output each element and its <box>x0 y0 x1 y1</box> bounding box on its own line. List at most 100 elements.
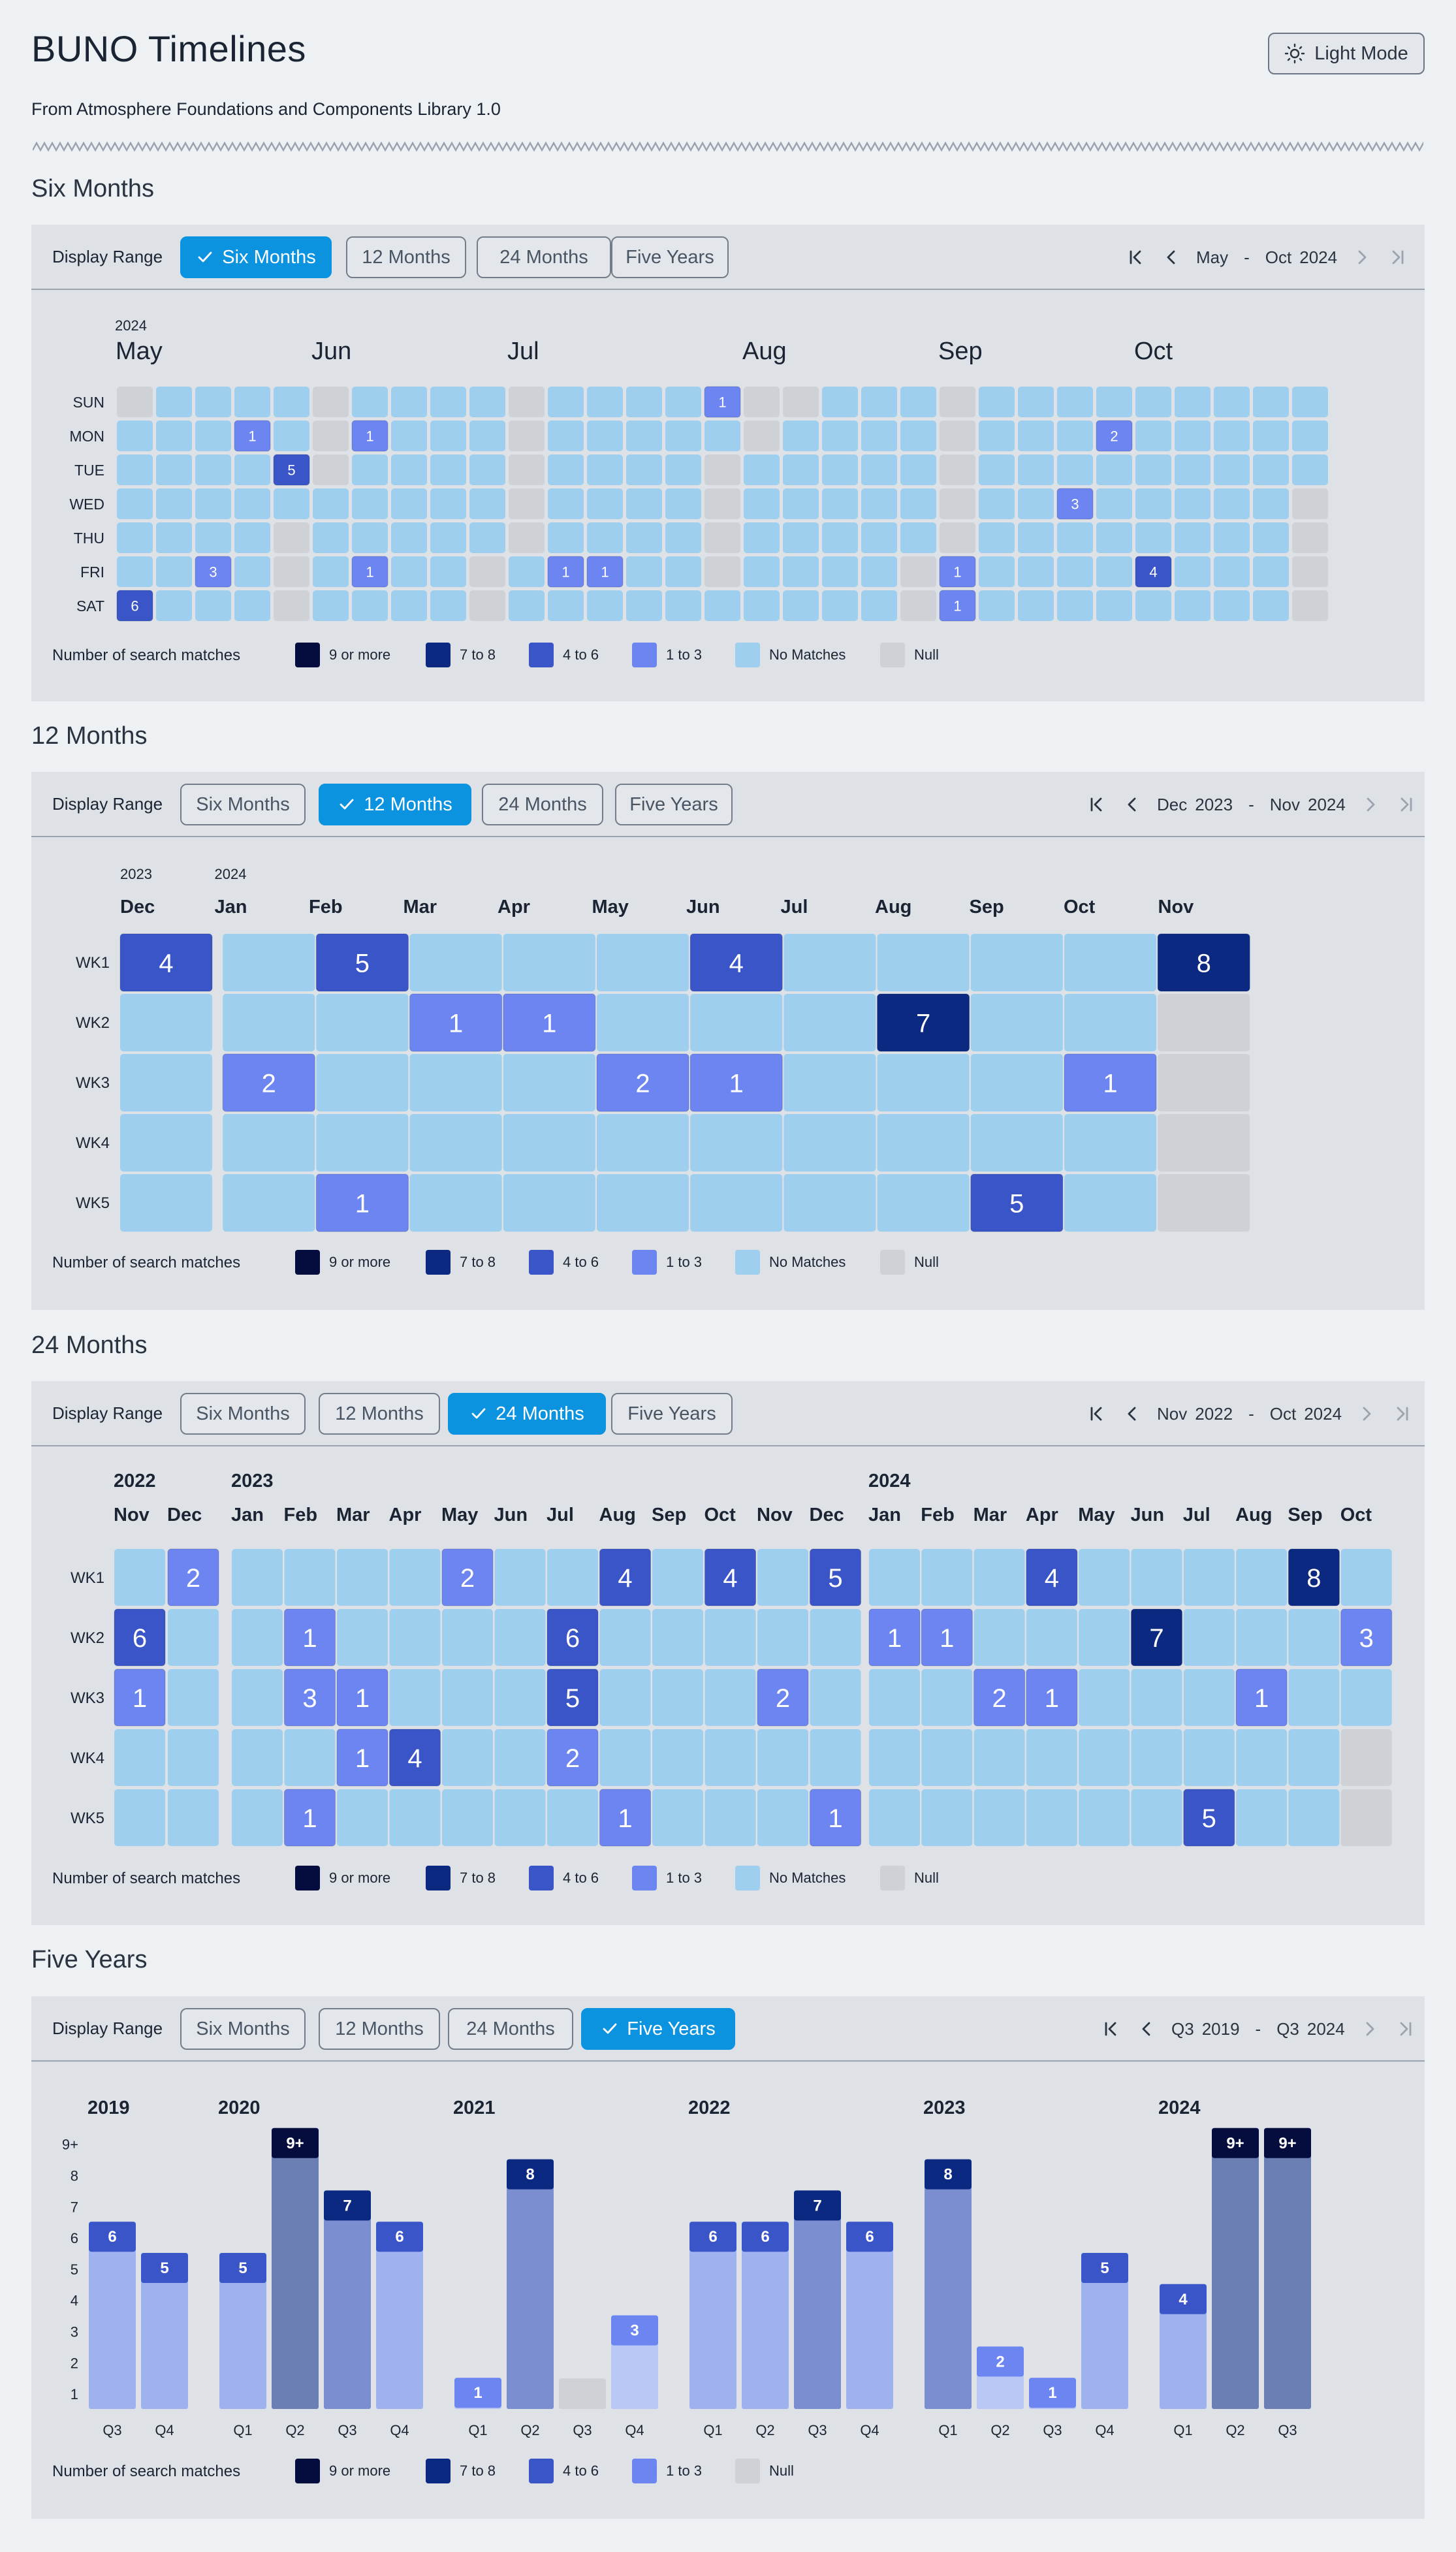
heatmap-cell-value[interactable] <box>336 1668 388 1727</box>
heatmap-cell[interactable] <box>1057 556 1093 587</box>
heatmap-cell[interactable] <box>665 556 701 587</box>
heatmap-cell[interactable] <box>861 522 897 553</box>
heatmap-cell-value[interactable] <box>1026 1668 1078 1727</box>
heatmap-cell[interactable] <box>232 1729 283 1786</box>
previous-icon[interactable] <box>1161 247 1182 268</box>
heatmap-cell[interactable] <box>1236 1549 1288 1606</box>
heatmap-cell[interactable] <box>430 488 466 519</box>
heatmap-cell[interactable] <box>234 387 270 417</box>
heatmap-cell[interactable] <box>548 421 584 451</box>
heatmap-cell[interactable] <box>156 455 192 485</box>
heatmap-cell[interactable] <box>469 421 505 451</box>
heatmap-cell-value[interactable] <box>234 420 271 452</box>
heatmap-cell[interactable] <box>665 455 701 485</box>
heatmap-cell[interactable] <box>822 590 858 621</box>
heatmap-cell-null[interactable] <box>469 556 505 587</box>
heatmap-cell[interactable] <box>313 488 349 519</box>
heatmap-cell-null[interactable] <box>900 556 936 587</box>
heatmap-cell[interactable] <box>337 1549 388 1606</box>
heatmap-cell[interactable] <box>665 522 701 553</box>
heatmap-cell[interactable] <box>783 556 819 587</box>
bar[interactable] <box>141 2253 188 2409</box>
heatmap-cell[interactable] <box>503 1114 595 1172</box>
heatmap-cell[interactable] <box>430 387 466 417</box>
first-page-icon[interactable] <box>1086 794 1107 815</box>
range-button-six-months[interactable]: Six Months <box>180 2008 306 2050</box>
bar[interactable] <box>89 2222 136 2409</box>
heatmap-cell[interactable] <box>223 1174 315 1232</box>
heatmap-cell[interactable] <box>783 522 819 553</box>
heatmap-cell[interactable] <box>921 1789 973 1846</box>
heatmap-cell[interactable] <box>223 1114 315 1172</box>
heatmap-cell[interactable] <box>430 455 466 485</box>
heatmap-cell[interactable] <box>117 421 153 451</box>
heatmap-cell[interactable] <box>704 1669 756 1726</box>
heatmap-cell[interactable] <box>783 1114 876 1172</box>
last-page-icon[interactable] <box>1387 247 1408 268</box>
heatmap-cell[interactable] <box>1292 387 1328 417</box>
heatmap-cell[interactable] <box>861 590 897 621</box>
heatmap-cell-value[interactable] <box>351 556 388 588</box>
heatmap-cell-value[interactable] <box>441 1548 494 1606</box>
heatmap-cell[interactable] <box>1135 488 1171 519</box>
heatmap-cell[interactable] <box>548 590 584 621</box>
heatmap-cell[interactable] <box>548 522 584 553</box>
heatmap-cell[interactable] <box>970 1054 1063 1111</box>
heatmap-cell-value[interactable] <box>704 386 741 418</box>
heatmap-cell[interactable] <box>442 1729 493 1786</box>
heatmap-cell[interactable] <box>970 934 1063 991</box>
heatmap-cell[interactable] <box>822 556 858 587</box>
range-button-six-months[interactable]: Six Months <box>180 236 332 278</box>
heatmap-cell[interactable] <box>1018 421 1054 451</box>
heatmap-cell[interactable] <box>757 1549 808 1606</box>
heatmap-cell[interactable] <box>352 488 388 519</box>
heatmap-cell[interactable] <box>1057 590 1093 621</box>
heatmap-cell[interactable] <box>704 1789 756 1846</box>
heatmap-cell-value[interactable] <box>921 1608 973 1667</box>
heatmap-cell[interactable] <box>1253 387 1289 417</box>
heatmap-cell[interactable] <box>337 1789 388 1846</box>
range-button-five-years[interactable]: Five Years <box>615 784 733 825</box>
heatmap-cell[interactable] <box>652 1729 703 1786</box>
bar[interactable] <box>846 2222 893 2409</box>
heatmap-cell-value[interactable] <box>599 1789 651 1847</box>
range-button-12-months[interactable]: 12 Months <box>319 1393 440 1435</box>
heatmap-cell-null[interactable] <box>313 455 349 485</box>
heatmap-cell[interactable] <box>973 1609 1025 1666</box>
heatmap-cell[interactable] <box>313 556 349 587</box>
heatmap-cell[interactable] <box>469 522 505 553</box>
heatmap-cell[interactable] <box>1064 994 1156 1051</box>
heatmap-cell-value[interactable] <box>1096 420 1133 452</box>
heatmap-cell[interactable] <box>494 1609 546 1666</box>
heatmap-cell[interactable] <box>223 934 315 991</box>
bar[interactable] <box>925 2159 972 2409</box>
heatmap-cell[interactable] <box>783 488 819 519</box>
range-button-five-years[interactable]: Five Years <box>581 2008 735 2050</box>
heatmap-cell-null[interactable] <box>509 488 545 519</box>
heatmap-cell[interactable] <box>337 1609 388 1666</box>
bar[interactable] <box>794 2190 841 2409</box>
heatmap-cell-value[interactable] <box>1064 1053 1157 1112</box>
heatmap-cell-value[interactable] <box>868 1608 921 1667</box>
heatmap-cell[interactable] <box>1183 1609 1235 1666</box>
heatmap-cell[interactable] <box>232 1789 283 1846</box>
heatmap-cell-value[interactable] <box>877 993 970 1052</box>
heatmap-cell[interactable] <box>626 387 662 417</box>
heatmap-cell[interactable] <box>1135 522 1171 553</box>
heatmap-cell[interactable] <box>783 934 876 991</box>
heatmap-cell[interactable] <box>1064 1174 1156 1232</box>
heatmap-cell[interactable] <box>979 556 1015 587</box>
heatmap-cell[interactable] <box>1253 455 1289 485</box>
heatmap-cell[interactable] <box>810 1669 861 1726</box>
heatmap-cell[interactable] <box>195 488 231 519</box>
heatmap-cell[interactable] <box>1131 1729 1182 1786</box>
heatmap-cell[interactable] <box>587 455 623 485</box>
heatmap-cell-null[interactable] <box>744 387 780 417</box>
heatmap-cell[interactable] <box>626 421 662 451</box>
range-button-five-years[interactable]: Five Years <box>611 1393 733 1435</box>
heatmap-cell[interactable] <box>316 994 409 1051</box>
heatmap-cell-null[interactable] <box>940 488 975 519</box>
heatmap-cell[interactable] <box>1018 455 1054 485</box>
heatmap-cell-value[interactable] <box>284 1789 336 1847</box>
heatmap-cell[interactable] <box>1183 1729 1235 1786</box>
